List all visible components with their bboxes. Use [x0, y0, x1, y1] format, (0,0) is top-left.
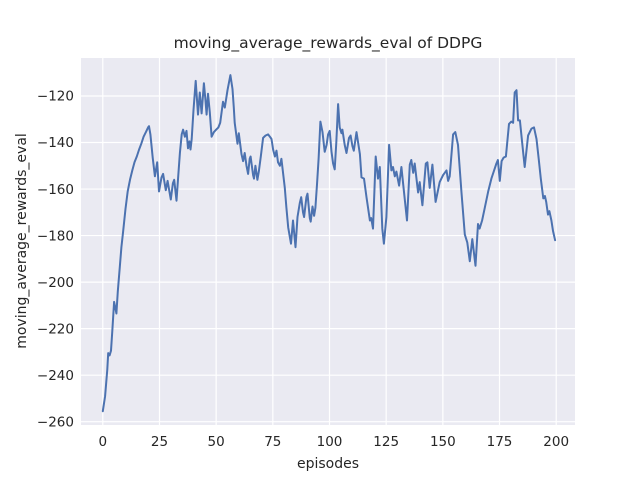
- x-tick-label: 100: [317, 434, 343, 450]
- y-tick-label: −180: [37, 228, 74, 244]
- y-tick-label: −220: [37, 321, 74, 337]
- y-tick-label: −200: [37, 275, 74, 291]
- x-tick-label: 75: [264, 434, 281, 450]
- plot-area: [81, 58, 575, 425]
- data-line: [101, 74, 557, 413]
- chart-title: moving_average_rewards_eval of DDPG: [174, 34, 483, 53]
- x-tick-label: 125: [373, 434, 399, 450]
- reward-line: [101, 74, 557, 413]
- x-tick-label: 150: [430, 434, 456, 450]
- gridlines: [81, 58, 575, 425]
- y-tick-label: −120: [37, 89, 74, 105]
- x-tick-label: 175: [487, 434, 513, 450]
- x-tick-label: 25: [151, 434, 168, 450]
- x-tick-label: 50: [208, 434, 225, 450]
- y-axis-label: moving_average_rewards_eval: [14, 133, 30, 349]
- y-tick-label: −140: [37, 135, 74, 151]
- y-tick-label: −260: [37, 414, 74, 430]
- y-tick-labels: −260 −240 −220 −200 −180 −160 −140 −120: [37, 89, 74, 431]
- y-tick-label: −160: [37, 182, 74, 198]
- y-tick-label: −240: [37, 368, 74, 384]
- x-tick-labels: 0 25 50 75 100 125 150 175 200: [99, 434, 570, 450]
- x-tick-label: 0: [99, 434, 108, 450]
- x-tick-label: 200: [543, 434, 569, 450]
- x-axis-label: episodes: [297, 456, 359, 472]
